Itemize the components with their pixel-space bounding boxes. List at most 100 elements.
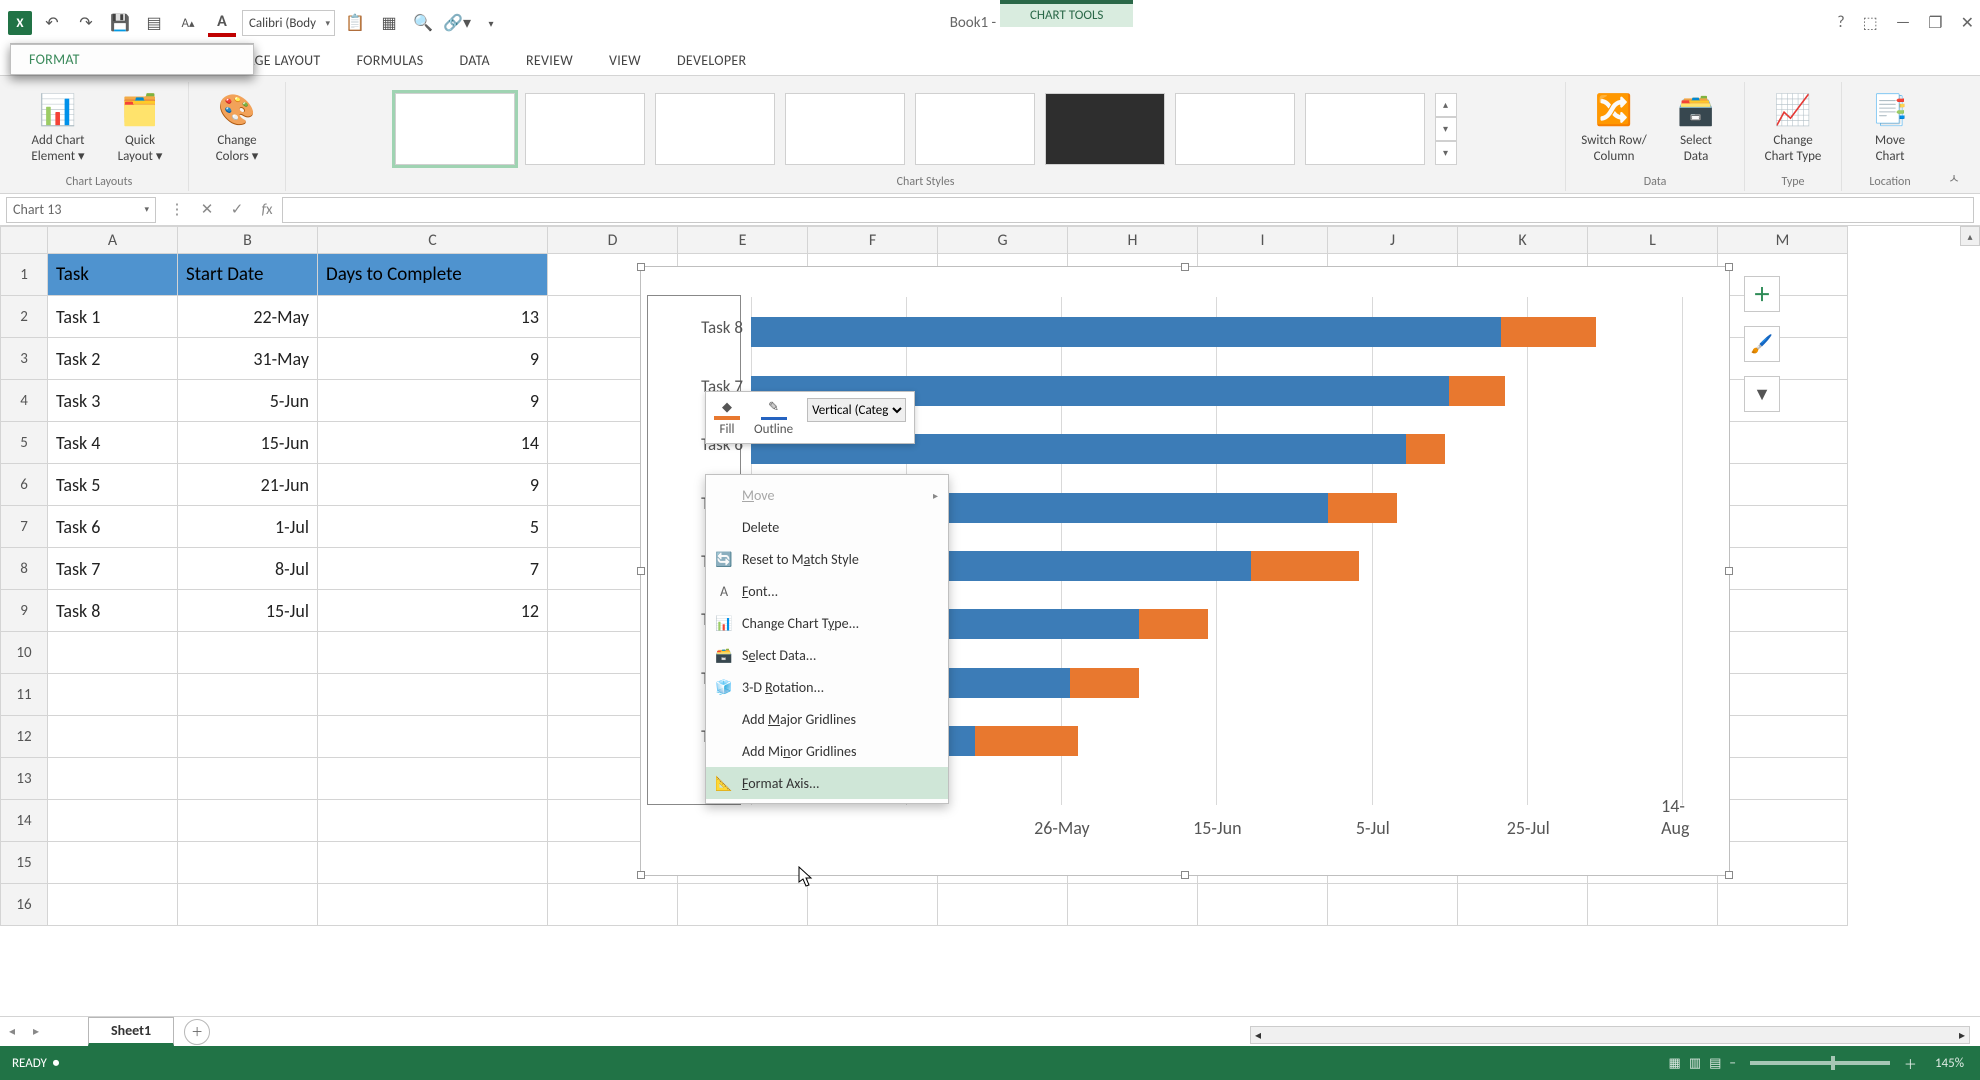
cell[interactable]: Task — [48, 254, 178, 296]
save-button[interactable]: 💾 — [106, 9, 134, 37]
cell[interactable] — [318, 842, 548, 884]
chart-style-4[interactable] — [785, 93, 905, 165]
cell[interactable] — [1718, 380, 1848, 422]
link-button[interactable]: 🔗▾ — [443, 9, 471, 37]
cell[interactable] — [1718, 464, 1848, 506]
cell[interactable] — [318, 884, 548, 926]
select-all-corner[interactable] — [0, 226, 48, 254]
col-header-H[interactable]: H — [1068, 226, 1198, 254]
tab-data[interactable]: DATA — [442, 46, 508, 75]
value-axis-label[interactable]: 5-Jul — [1356, 817, 1390, 839]
cell[interactable] — [1718, 506, 1848, 548]
chart-style-1[interactable] — [395, 93, 515, 165]
ctx-add-major-gridlines[interactable]: Add Major Gridlines — [706, 703, 948, 735]
cell[interactable] — [808, 884, 938, 926]
switch-row-column-button[interactable]: 🔀Switch Row/ Column — [1578, 86, 1650, 172]
cell[interactable] — [1328, 884, 1458, 926]
new-sheet-tab-button[interactable]: ＋ — [184, 1019, 210, 1045]
cell[interactable]: 31-May — [178, 338, 318, 380]
cell[interactable] — [1718, 254, 1848, 296]
redo-button[interactable]: ↷ — [72, 9, 100, 37]
cell[interactable]: Task 7 — [48, 548, 178, 590]
bar-series-2[interactable] — [1328, 493, 1397, 523]
cell[interactable] — [1068, 884, 1198, 926]
cell[interactable] — [1718, 884, 1848, 926]
resize-handle[interactable] — [1725, 871, 1733, 879]
chart-elements-button[interactable]: ＋ — [1744, 276, 1780, 312]
horizontal-scrollbar[interactable]: ◂▸ — [1250, 1026, 1970, 1044]
cell[interactable] — [1718, 338, 1848, 380]
col-header-M[interactable]: M — [1718, 226, 1848, 254]
ctx-select-data[interactable]: 🗃️Select Data... — [706, 639, 948, 671]
col-header-J[interactable]: J — [1328, 226, 1458, 254]
cell[interactable]: Start Date — [178, 254, 318, 296]
ctx-reset-to-match-style[interactable]: 🔄Reset to Match Style — [706, 543, 948, 575]
close-button[interactable]: ✕ — [1961, 13, 1974, 33]
cell[interactable] — [178, 716, 318, 758]
col-header-D[interactable]: D — [548, 226, 678, 254]
cell[interactable]: Task 5 — [48, 464, 178, 506]
sheet-nav-next[interactable]: ▸ — [24, 1024, 48, 1039]
cell[interactable] — [178, 674, 318, 716]
cell[interactable]: 9 — [318, 464, 548, 506]
cell[interactable] — [1198, 884, 1328, 926]
minimize-button[interactable]: — — [1896, 13, 1910, 33]
cell[interactable]: Task 8 — [48, 590, 178, 632]
tab-view[interactable]: VIEW — [591, 46, 659, 75]
cancel-formula-button[interactable]: ✕ — [192, 200, 222, 219]
cell[interactable] — [178, 800, 318, 842]
cell[interactable]: Task 2 — [48, 338, 178, 380]
row-header[interactable]: 8 — [0, 548, 48, 590]
col-header-E[interactable]: E — [678, 226, 808, 254]
col-header-I[interactable]: I — [1198, 226, 1328, 254]
value-axis-label[interactable]: 14-Aug — [1661, 795, 1706, 839]
change-chart-type-button[interactable]: 📈Change Chart Type — [1757, 86, 1829, 172]
cell[interactable] — [938, 884, 1068, 926]
col-header-L[interactable]: L — [1588, 226, 1718, 254]
chart-styles-button[interactable]: 🖌️ — [1744, 326, 1780, 362]
tab-formulas[interactable]: FORMULAS — [339, 46, 442, 75]
zoom-slider[interactable] — [1750, 1061, 1890, 1065]
select-data-button[interactable]: 🗃️Select Data — [1660, 86, 1732, 172]
font-color-button[interactable]: A — [208, 9, 236, 37]
cell[interactable] — [1458, 884, 1588, 926]
cell[interactable] — [318, 632, 548, 674]
new-sheet-button[interactable]: ▦ — [375, 9, 403, 37]
value-axis-label[interactable]: 15-Jun — [1193, 817, 1241, 839]
cell[interactable] — [1718, 632, 1848, 674]
insert-function-button[interactable]: fx — [252, 201, 282, 219]
value-axis-label[interactable]: 26-May — [1034, 817, 1090, 839]
bar-series-2[interactable] — [1139, 609, 1208, 639]
enter-formula-button[interactable]: ✓ — [222, 200, 252, 219]
cell[interactable] — [1718, 548, 1848, 590]
col-header-G[interactable]: G — [938, 226, 1068, 254]
row-header[interactable]: 13 — [0, 758, 48, 800]
undo-button[interactable]: ↶ — [38, 9, 66, 37]
cell[interactable]: 5 — [318, 506, 548, 548]
ctx-add-minor-gridlines[interactable]: Add Minor Gridlines — [706, 735, 948, 767]
zoom-button[interactable]: 🔍 — [409, 9, 437, 37]
row-header[interactable]: 6 — [0, 464, 48, 506]
resize-handle[interactable] — [1725, 567, 1733, 575]
bar-series-2[interactable] — [1449, 376, 1505, 406]
row-header[interactable]: 14 — [0, 800, 48, 842]
category-axis-label[interactable]: Task 8 — [643, 317, 743, 338]
bar-series-2[interactable] — [1070, 668, 1139, 698]
font-size-increase-button[interactable]: A▴ — [174, 9, 202, 37]
ribbon-display-button[interactable]: ⬚ — [1863, 13, 1878, 33]
chart-style-7[interactable] — [1175, 93, 1295, 165]
ctx-font[interactable]: AFont... — [706, 575, 948, 607]
cell[interactable]: 14 — [318, 422, 548, 464]
cell[interactable] — [318, 758, 548, 800]
cell[interactable]: 8-Jul — [178, 548, 318, 590]
cell[interactable]: Task 1 — [48, 296, 178, 338]
font-name-combo[interactable]: Calibri (Body — [242, 10, 335, 36]
cell[interactable]: 22-May — [178, 296, 318, 338]
resize-handle[interactable] — [637, 871, 645, 879]
cell[interactable] — [1718, 422, 1848, 464]
cell[interactable]: 5-Jun — [178, 380, 318, 422]
chart-style-5[interactable] — [915, 93, 1035, 165]
cell[interactable]: 9 — [318, 338, 548, 380]
cell[interactable] — [1718, 674, 1848, 716]
row-header[interactable]: 11 — [0, 674, 48, 716]
